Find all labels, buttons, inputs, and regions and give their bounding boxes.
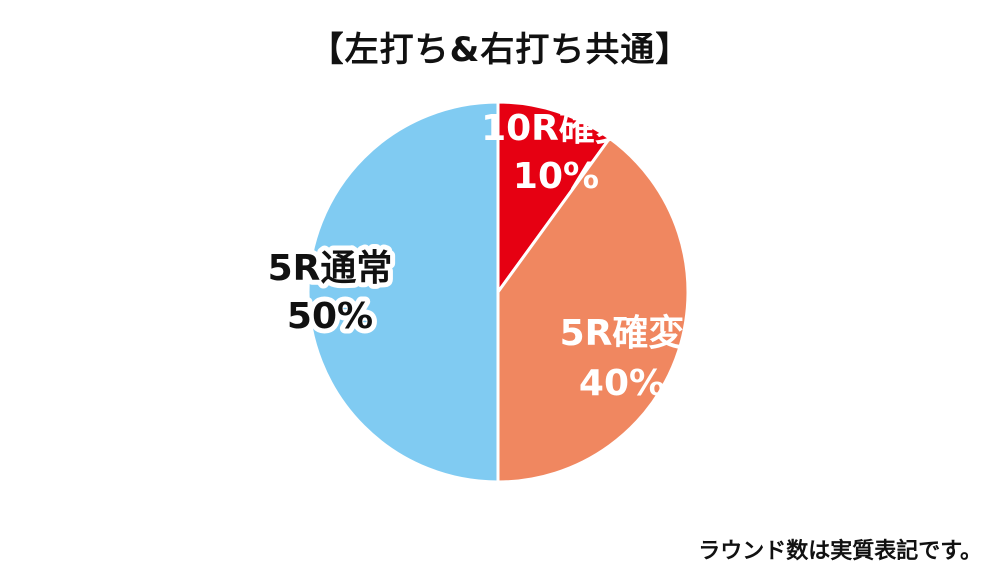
footnote: ラウンド数は実質表記です。 (698, 533, 982, 565)
pie-slice (308, 102, 498, 482)
slice-label: 10R確変 (481, 107, 631, 149)
slice-label: 5R確変 (560, 312, 685, 354)
slice-value-label: 10% (513, 156, 599, 197)
slice-value-label: 50% (287, 296, 373, 337)
slice-value-label: 40% (579, 363, 665, 404)
slice-label: 5R通常 (268, 248, 393, 289)
